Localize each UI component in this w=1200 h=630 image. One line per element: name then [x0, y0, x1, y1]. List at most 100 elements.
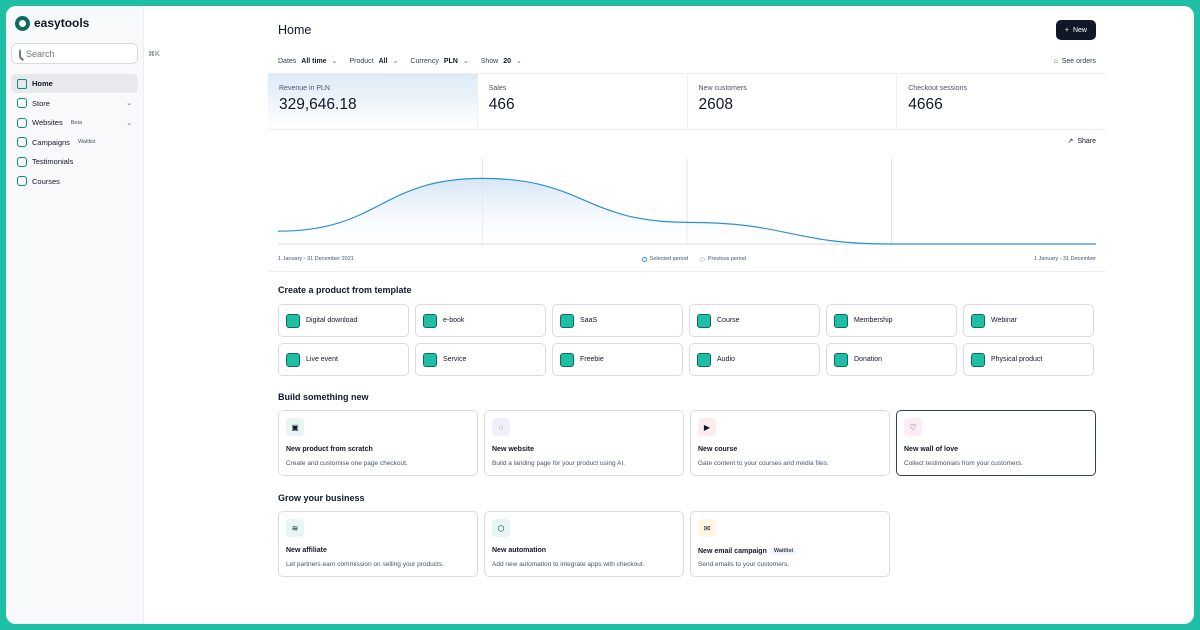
- filter-bar: Dates All time ⌄ Product All ⌄ Currency …: [268, 54, 1106, 68]
- beta-tag: Beta: [70, 119, 83, 126]
- data-point: [481, 177, 484, 179]
- filter-value: All: [378, 57, 388, 65]
- currency-filter[interactable]: Currency PLN ⌄: [410, 57, 468, 66]
- legend-selected[interactable]: Selected period: [641, 256, 688, 262]
- card-title-wrap: New wall of love: [904, 446, 958, 453]
- donation-icon: [834, 352, 848, 367]
- chevron-down-icon[interactable]: ⌄: [126, 119, 132, 127]
- heart-icon: [17, 156, 27, 167]
- card-new-automation[interactable]: ⬡ New automation Add new automation to int…: [484, 511, 684, 577]
- legend-label: Selected period: [649, 256, 688, 262]
- filter-label: Product: [349, 57, 374, 65]
- download-icon: [286, 313, 300, 328]
- show-filter[interactable]: Show 20 ⌄: [481, 57, 522, 66]
- stat-revenue[interactable]: Revenue in PLN 329,646.18: [268, 74, 478, 129]
- template-label: SaaS: [580, 317, 598, 324]
- data-point: [686, 221, 688, 223]
- card-new-course[interactable]: ▶ New course Gate content to your courses …: [690, 410, 890, 476]
- ebook-icon: [423, 313, 437, 328]
- card-new-wall-of-love[interactable]: ♡ New wall of love Collect testimonials fr…: [896, 410, 1096, 476]
- section-title: Grow your business: [278, 493, 365, 503]
- template-label: e-book: [443, 317, 465, 324]
- stat-sales[interactable]: Sales 466: [478, 74, 688, 129]
- new-button[interactable]: + New: [1055, 20, 1096, 40]
- store-icon: ⌂: [1053, 57, 1058, 65]
- sidebar-item-label: Websites: [32, 118, 63, 127]
- heart-icon: ♡: [904, 418, 922, 436]
- previous-dot-icon: [699, 256, 705, 262]
- campaign-icon: [17, 137, 27, 147]
- card-description: Collect testimonials from your customers…: [904, 460, 1023, 467]
- plus-icon: +: [1064, 26, 1069, 34]
- build-section: Build something new ▣ New product from sc…: [268, 392, 1106, 476]
- stat-checkout-sessions[interactable]: Checkout sessions 4666: [897, 74, 1106, 129]
- period-end-label: 1 January - 31 December: [1033, 256, 1096, 262]
- template-course[interactable]: Course: [689, 304, 820, 337]
- card-new-product-from-scratch[interactable]: ▣ New product from scratch Create and cust…: [278, 410, 478, 476]
- card-title: New course: [698, 446, 738, 453]
- card-description: Build a landing page for your product us…: [492, 460, 625, 467]
- search-input[interactable]: [26, 48, 143, 59]
- logo-text: easytools: [34, 16, 90, 30]
- stat-label: Checkout sessions: [908, 85, 968, 92]
- filter-label: Currency: [410, 57, 439, 65]
- product-filter[interactable]: Product All ⌄: [349, 57, 399, 66]
- share-icon: ↗: [1067, 138, 1074, 145]
- template-label: Donation: [854, 356, 883, 363]
- card-description: Add new automation to integrate apps wit…: [492, 561, 645, 568]
- card-title-wrap: New course: [698, 446, 737, 453]
- card-title: New email campaign: [698, 547, 767, 555]
- sidebar-item-testimonials[interactable]: Testimonials: [11, 152, 138, 171]
- sidebar-item-label: Campaigns: [32, 137, 70, 147]
- template-label: Audio: [717, 356, 735, 363]
- audio-icon: [697, 352, 711, 367]
- template-donation[interactable]: Donation: [826, 343, 957, 376]
- sidebar-item-home[interactable]: Home: [11, 74, 138, 93]
- template-live-event[interactable]: Live event: [278, 343, 409, 376]
- build-card-grid: ▣ New product from scratch Create and cust…: [268, 410, 1106, 476]
- sidebar-item-websites[interactable]: Websites Beta ⌄: [11, 113, 138, 132]
- search-shortcut: ⌘K: [148, 50, 160, 58]
- sidebar-item-label: Testimonials: [32, 157, 74, 166]
- sidebar-item-store[interactable]: Store ⌄: [11, 94, 138, 113]
- template-webinar[interactable]: Webinar: [963, 304, 1094, 337]
- course-icon: [17, 176, 27, 186]
- sidebar-item-courses[interactable]: Courses: [11, 172, 138, 191]
- chevron-down-icon: ⌄: [392, 58, 399, 65]
- revenue-area: [278, 178, 1096, 244]
- template-label: Course: [717, 317, 740, 324]
- template-grid: Digital download e-book SaaS Course Membersh…: [268, 304, 1106, 376]
- card-new-website[interactable]: ◌ New website Build a landing page for you…: [484, 410, 684, 476]
- see-orders-link[interactable]: ⌂ See orders: [1054, 58, 1096, 65]
- share-label: Share: [1077, 137, 1096, 145]
- logo[interactable]: easytools: [11, 15, 138, 31]
- grow-card-grid: ≋ New affiliate Let partners earn commissi…: [268, 511, 1106, 577]
- template-service[interactable]: Service: [415, 343, 546, 376]
- search-box[interactable]: ⌘K: [11, 43, 160, 64]
- grow-section: Grow your business ≋ New affiliate Let par…: [268, 493, 1106, 577]
- chevron-down-icon[interactable]: ⌄: [126, 100, 132, 107]
- template-label: Membership: [854, 317, 893, 324]
- template-freebie[interactable]: Freebie: [552, 343, 683, 376]
- template-digital-download[interactable]: Digital download: [278, 304, 409, 337]
- card-new-affiliate[interactable]: ≋ New affiliate Let partners earn commissi…: [278, 511, 478, 577]
- template-label: Service: [443, 356, 467, 363]
- sidebar-item-campaigns[interactable]: Campaigns Waitlist: [11, 133, 138, 152]
- service-icon: [423, 352, 437, 367]
- template-saas[interactable]: SaaS: [552, 304, 683, 337]
- card-description: Send emails to your customers.: [698, 561, 790, 568]
- card-new-email-campaign[interactable]: ✉ New email campaign Waitlist Send emails t…: [690, 511, 890, 577]
- stat-new-customers[interactable]: New customers 2608: [688, 74, 898, 129]
- template-membership[interactable]: Membership: [826, 304, 957, 337]
- revenue-chart[interactable]: [278, 158, 1096, 250]
- stat-value: 329,646.18: [279, 96, 357, 113]
- template-e-book[interactable]: e-book: [415, 304, 546, 337]
- legend-previous[interactable]: Previous period: [699, 256, 746, 262]
- dates-filter[interactable]: Dates All time ⌄: [278, 57, 338, 66]
- template-physical-product[interactable]: Physical product: [963, 343, 1094, 376]
- template-audio[interactable]: Audio: [689, 343, 820, 376]
- new-button-label: New: [1072, 26, 1087, 34]
- share-button[interactable]: ↗ Share: [1067, 137, 1096, 146]
- chart-legend: 1 January - 31 December 2021 Selected pe…: [278, 256, 1096, 262]
- chevron-down-icon: ⌄: [331, 58, 338, 65]
